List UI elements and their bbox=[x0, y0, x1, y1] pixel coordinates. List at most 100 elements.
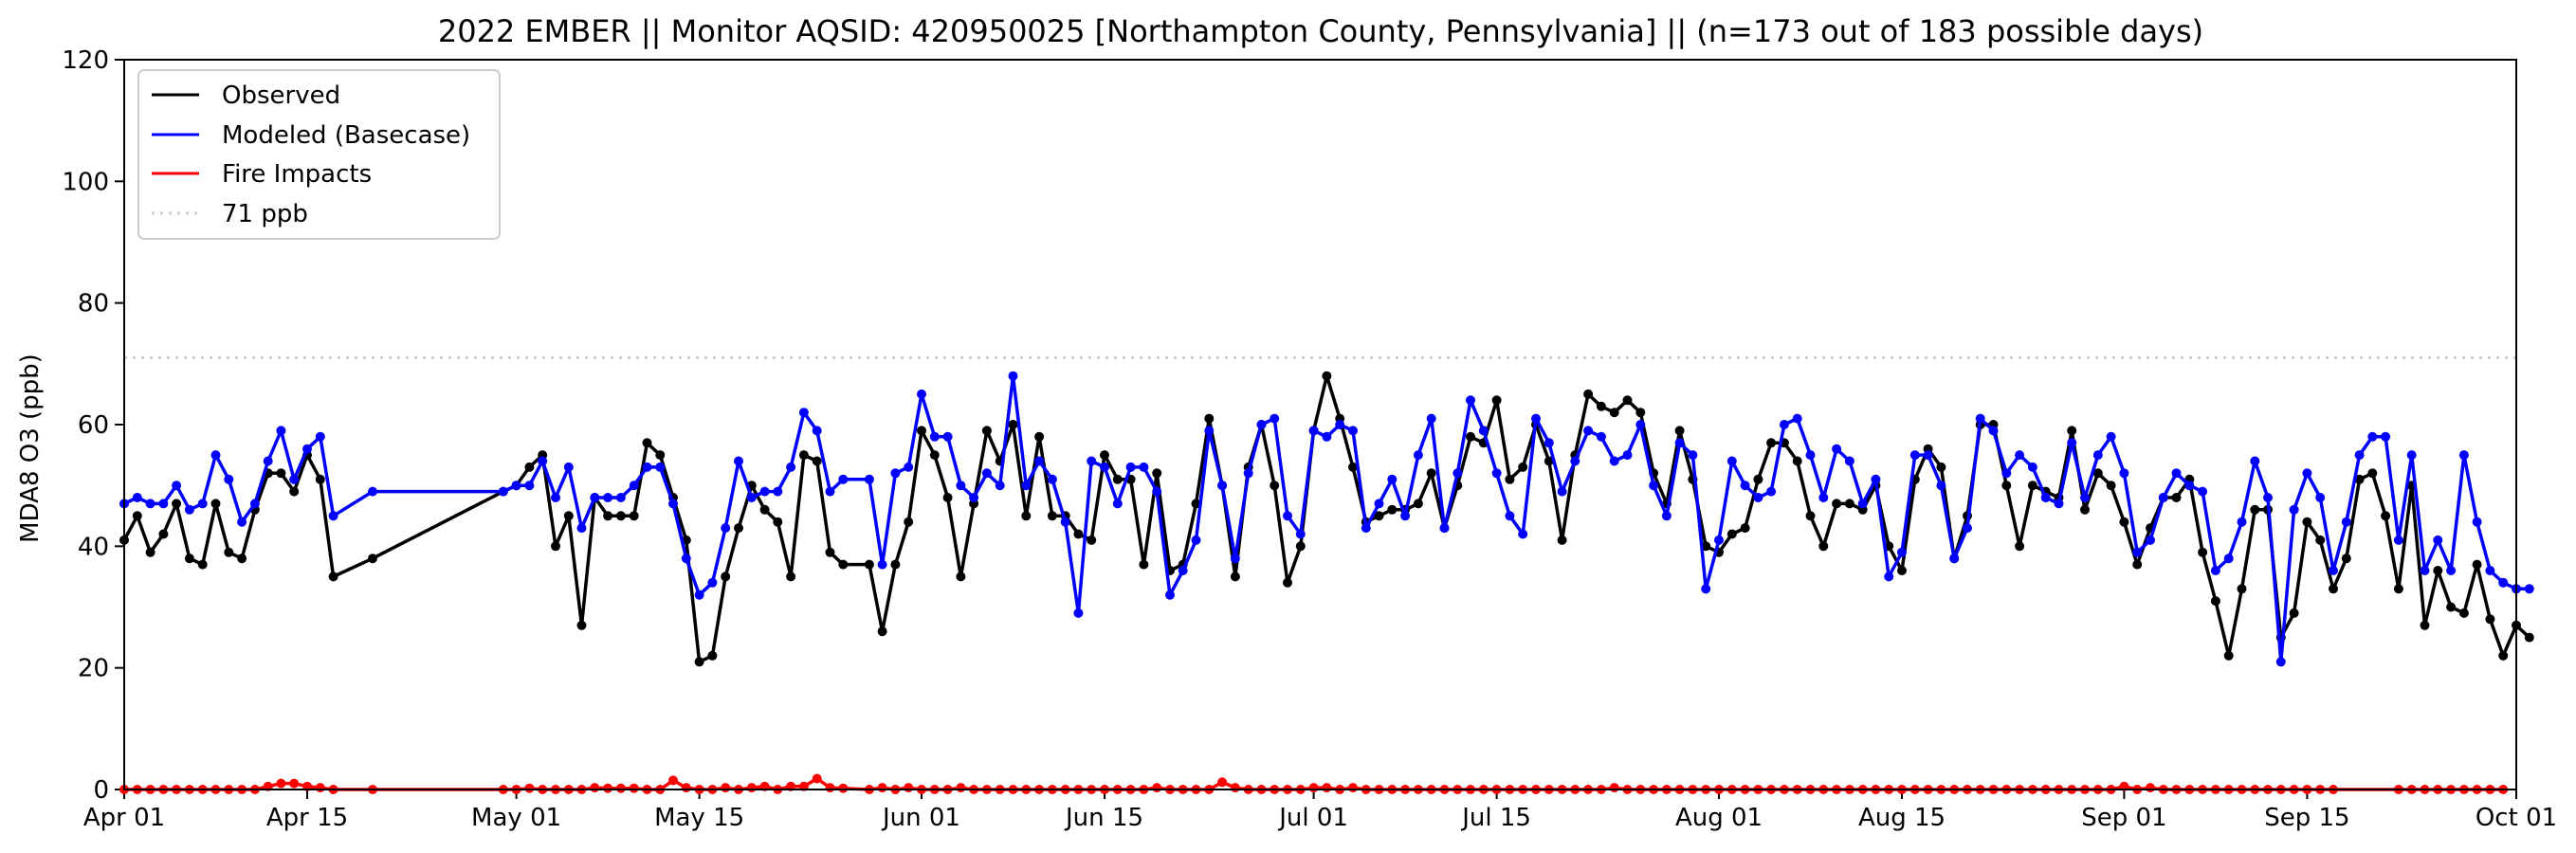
data-point bbox=[1557, 535, 1567, 545]
y-tick-label: 40 bbox=[78, 533, 109, 561]
data-point bbox=[2158, 493, 2168, 502]
data-point bbox=[838, 559, 849, 570]
data-point bbox=[981, 468, 992, 479]
data-point bbox=[1413, 499, 1423, 509]
data-point bbox=[2341, 554, 2351, 564]
data-point bbox=[642, 438, 652, 448]
y-tick-label: 100 bbox=[62, 168, 109, 196]
data-point bbox=[1726, 529, 1737, 539]
data-point bbox=[2119, 468, 2129, 479]
data-point bbox=[1596, 401, 1606, 411]
data-point bbox=[1230, 554, 1240, 564]
data-point bbox=[1034, 431, 1045, 442]
data-point bbox=[1753, 493, 1763, 502]
data-point bbox=[2198, 486, 2208, 497]
data-point bbox=[590, 493, 600, 502]
data-point bbox=[2315, 535, 2326, 545]
data-point bbox=[734, 523, 743, 534]
data-point bbox=[1609, 783, 1619, 793]
data-point bbox=[1609, 408, 1619, 418]
data-point bbox=[2329, 566, 2338, 575]
data-point bbox=[1426, 413, 1436, 424]
data-point bbox=[904, 783, 914, 793]
data-point bbox=[315, 474, 325, 484]
data-point bbox=[956, 783, 966, 793]
data-point bbox=[681, 783, 691, 793]
x-tick-label: Jul 15 bbox=[1460, 804, 1531, 832]
data-point bbox=[786, 572, 796, 582]
data-point bbox=[368, 554, 377, 564]
data-point bbox=[1230, 572, 1240, 582]
data-point bbox=[210, 499, 221, 509]
data-point bbox=[2080, 504, 2090, 515]
data-point bbox=[1204, 413, 1215, 424]
data-point bbox=[1583, 426, 1594, 436]
data-point bbox=[1426, 468, 1436, 479]
y-axis-label: MDA8 O3 (ppb) bbox=[16, 354, 45, 543]
data-point bbox=[1701, 584, 1711, 594]
data-point bbox=[2498, 650, 2509, 661]
data-point bbox=[812, 773, 822, 784]
data-point bbox=[1243, 468, 1253, 479]
x-tick-label: Aug 15 bbox=[1858, 804, 1946, 832]
data-point bbox=[629, 511, 639, 521]
data-point bbox=[2302, 517, 2312, 527]
data-point bbox=[2524, 632, 2534, 643]
data-point bbox=[2015, 541, 2025, 552]
data-point bbox=[1139, 559, 1149, 570]
data-point bbox=[2067, 438, 2077, 448]
data-point bbox=[1832, 499, 1842, 509]
data-point bbox=[1635, 408, 1646, 418]
data-point bbox=[263, 456, 273, 466]
data-point bbox=[224, 474, 234, 484]
data-point bbox=[1204, 426, 1215, 436]
data-point bbox=[276, 778, 286, 789]
data-point bbox=[1452, 468, 1463, 479]
data-point bbox=[917, 426, 926, 436]
data-point bbox=[1439, 523, 1450, 534]
data-point bbox=[2171, 493, 2182, 502]
data-point bbox=[1818, 541, 1829, 552]
data-point bbox=[1008, 371, 1018, 381]
x-tick-label: May 15 bbox=[654, 804, 744, 832]
y-axis-ticks: 0 20 40 60 80 100 120 bbox=[62, 46, 124, 805]
data-point bbox=[694, 590, 704, 600]
data-point bbox=[1518, 529, 1528, 539]
data-point bbox=[956, 481, 966, 491]
data-point bbox=[1295, 529, 1306, 539]
data-point bbox=[302, 444, 312, 454]
data-point bbox=[1008, 420, 1018, 429]
data-point bbox=[1805, 450, 1816, 461]
data-point bbox=[2302, 468, 2312, 479]
data-point bbox=[158, 529, 169, 539]
data-point bbox=[694, 657, 704, 667]
data-point bbox=[1308, 426, 1319, 436]
data-point bbox=[2498, 577, 2509, 588]
data-point bbox=[1884, 572, 1894, 582]
data-point bbox=[929, 431, 940, 442]
data-point bbox=[1413, 450, 1423, 461]
data-point bbox=[2341, 517, 2351, 527]
data-point bbox=[289, 778, 300, 789]
data-point bbox=[1622, 450, 1633, 461]
data-point bbox=[603, 511, 613, 521]
data-point bbox=[1766, 486, 1777, 497]
data-point bbox=[721, 572, 731, 582]
data-point bbox=[1270, 481, 1280, 491]
legend-box bbox=[137, 69, 501, 240]
data-point bbox=[590, 783, 600, 793]
data-point bbox=[2406, 450, 2417, 461]
data-point bbox=[2106, 431, 2116, 442]
data-point bbox=[276, 468, 286, 479]
data-point bbox=[524, 783, 535, 793]
data-point bbox=[929, 450, 940, 461]
data-point bbox=[2458, 608, 2469, 618]
data-point bbox=[2040, 493, 2051, 502]
data-point bbox=[1335, 420, 1345, 429]
data-point bbox=[1191, 499, 1201, 509]
data-point bbox=[224, 547, 234, 557]
data-point bbox=[1087, 456, 1097, 466]
data-point bbox=[237, 554, 247, 564]
data-point bbox=[1322, 431, 1332, 442]
data-point bbox=[1283, 577, 1292, 588]
